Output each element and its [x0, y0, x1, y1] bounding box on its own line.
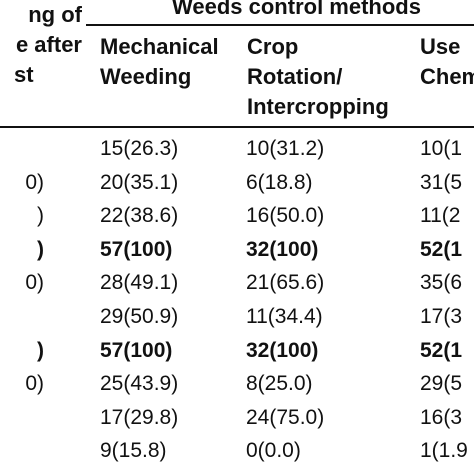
table-cell-crop: 24(75.0): [246, 406, 325, 429]
column-header-line: e after: [15, 32, 82, 57]
table-cell-mech: 17(29.8): [100, 406, 179, 429]
table-cell-mech: 22(38.6): [100, 204, 179, 227]
table-cell-chem: 52(1: [420, 339, 463, 362]
table-cell-crop: 16(50.0): [246, 204, 325, 227]
table-cell-chem: 31(5: [420, 171, 463, 194]
table-cell-chem: 17(3: [420, 305, 463, 328]
column-header-timing: ng of e after st: [13, 0, 82, 90]
table-cell-crop: 6(18.8): [246, 171, 313, 194]
table-cell-chem: 10(1: [420, 137, 463, 160]
group-header-rule: [86, 24, 474, 26]
table-cell-crop: 8(25.0): [246, 372, 313, 395]
table-cell-first: 0): [25, 171, 44, 194]
column-header-crop-rotation: Crop Rotation/Intercropping: [247, 32, 389, 122]
table-cell-first: ): [37, 238, 44, 261]
group-header: Weeds control methods: [172, 0, 421, 19]
table-cell-chem: 52(1: [420, 238, 463, 261]
table-cell-mech: 9(15.8): [100, 439, 167, 462]
table-cell-mech: 57(100): [100, 238, 173, 261]
table-cell-crop: 32(100): [246, 339, 319, 362]
column-header-use-chemicals: Use Chem: [420, 32, 474, 92]
table-cell-chem: 16(3: [420, 406, 463, 429]
table-cell-first: 0): [25, 372, 44, 395]
table-cell-crop: 32(100): [246, 238, 319, 261]
table-cell-chem: 11(2: [420, 204, 461, 227]
table-cell-chem: 1(1.9: [420, 439, 468, 462]
table-cell-mech: 20(35.1): [100, 171, 179, 194]
table-cell-first: 0): [25, 271, 44, 294]
column-header-line: Weeding: [100, 64, 192, 89]
table-cell-first: ): [37, 339, 44, 362]
table-cell-mech: 25(43.9): [100, 372, 179, 395]
table-cell-mech: 15(26.3): [100, 137, 179, 160]
column-header-line: Mechanical: [100, 34, 219, 59]
table-cell-mech: 57(100): [100, 339, 173, 362]
table-cell-mech: 28(49.1): [100, 271, 179, 294]
table-cell-first: ): [37, 204, 44, 227]
table-cell-crop: 10(31.2): [246, 137, 325, 160]
header-rule: [0, 126, 474, 128]
table-cell-crop: 0(0.0): [246, 439, 301, 462]
column-header-line: st: [13, 62, 34, 87]
table-cell-crop: 11(34.4): [246, 305, 323, 328]
column-header-line: Rotation/: [247, 64, 343, 89]
column-header-line: ng of: [28, 2, 82, 27]
column-header-mechanical-weeding: Mechanical Weeding: [100, 32, 219, 92]
column-header-line: Intercropping: [247, 94, 389, 119]
table-cell-chem: 29(5: [420, 372, 463, 395]
table-cell-chem: 35(6: [420, 271, 463, 294]
column-header-line: Chem: [420, 64, 474, 89]
table-cell-mech: 29(50.9): [100, 305, 179, 328]
table-cell-crop: 21(65.6): [246, 271, 325, 294]
column-header-line: Crop: [247, 34, 299, 59]
column-header-line: Use: [420, 34, 461, 59]
